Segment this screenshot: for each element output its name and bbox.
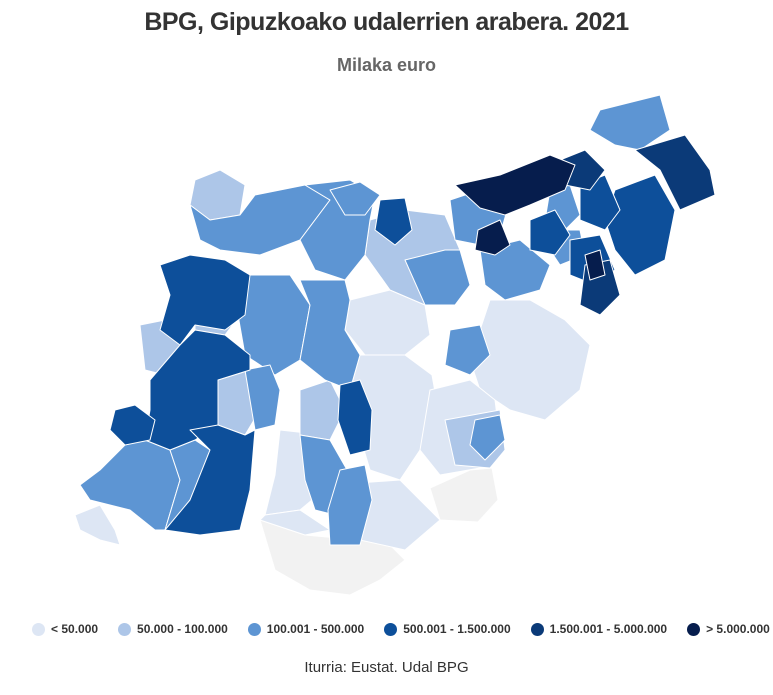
municipality-gt-5000000[interactable] [454, 154, 576, 216]
legend-label: 100.001 - 500.000 [266, 622, 365, 636]
legend-item[interactable]: 500.001 - 1.500.000 [384, 622, 511, 636]
map-subtitle: Milaka euro [336, 55, 437, 75]
legend-label: > 5.000.000 [706, 622, 770, 636]
municipality-lt-50000[interactable] [469, 299, 591, 421]
municipality-100001-500000[interactable] [444, 324, 491, 376]
municipality-lt-50000[interactable] [74, 504, 121, 546]
legend-item[interactable]: 50.000 - 100.000 [118, 622, 228, 636]
municipality-500001-1500000[interactable] [164, 424, 256, 536]
legend-swatch [530, 622, 544, 636]
municipality-100001-500000[interactable] [329, 181, 381, 216]
municipality-100001-500000[interactable] [244, 364, 281, 431]
municipality-100001-500000[interactable] [589, 94, 671, 151]
legend-swatch [118, 622, 132, 636]
municipality-lt-50000[interactable] [259, 509, 331, 536]
municipality-100001-500000[interactable] [479, 239, 551, 301]
municipality-500001-1500000[interactable] [529, 209, 571, 256]
municipality-500001-1500000[interactable] [374, 197, 413, 246]
source-note: Iturria: Eustat. Udal BPG [304, 659, 469, 676]
municipality-gt-5000000[interactable] [584, 249, 606, 281]
legend-swatch [247, 622, 261, 636]
municipality-500001-1500000[interactable] [109, 404, 156, 446]
legend-item[interactable]: 1.500.001 - 5.000.000 [530, 622, 668, 636]
legend-swatch [32, 622, 45, 636]
legend-label: 50.000 - 100.000 [137, 622, 228, 636]
legend-item[interactable]: < 50.000 [32, 622, 98, 636]
municipality-100001-500000[interactable] [469, 414, 506, 461]
municipality-100001-500000[interactable] [327, 464, 373, 546]
municipality-no-data[interactable] [429, 467, 499, 523]
legend-label: 500.001 - 1.500.000 [403, 622, 511, 636]
legend-item[interactable]: 100.001 - 500.000 [247, 622, 365, 636]
municipality-100001-500000[interactable] [404, 249, 471, 306]
legend-label: < 50.000 [51, 622, 99, 636]
map-legend: < 50.000 50.000 - 100.000 100.001 - 500.… [32, 620, 770, 638]
municipality-50000-100000[interactable] [299, 379, 346, 441]
gipuzkoa-choropleth-map [74, 94, 716, 596]
legend-label: 1.500.001 - 5.000.000 [549, 622, 668, 636]
municipality-500001-1500000[interactable] [159, 254, 251, 346]
municipality-500001-1500000[interactable] [604, 174, 676, 276]
legend-swatch [687, 622, 701, 636]
map-title: BPG, Gipuzkoako udalerrien arabera. 2021 [144, 8, 629, 36]
municipality-100001-500000[interactable] [237, 274, 311, 376]
legend-swatch [384, 622, 398, 636]
municipality-100001-500000[interactable] [299, 279, 361, 391]
municipality-1500001-5000000[interactable] [634, 134, 716, 211]
municipality-500001-1500000[interactable] [337, 379, 373, 456]
municipality-gt-5000000[interactable] [474, 219, 511, 256]
legend-item[interactable]: > 5.000.000 [687, 622, 770, 636]
